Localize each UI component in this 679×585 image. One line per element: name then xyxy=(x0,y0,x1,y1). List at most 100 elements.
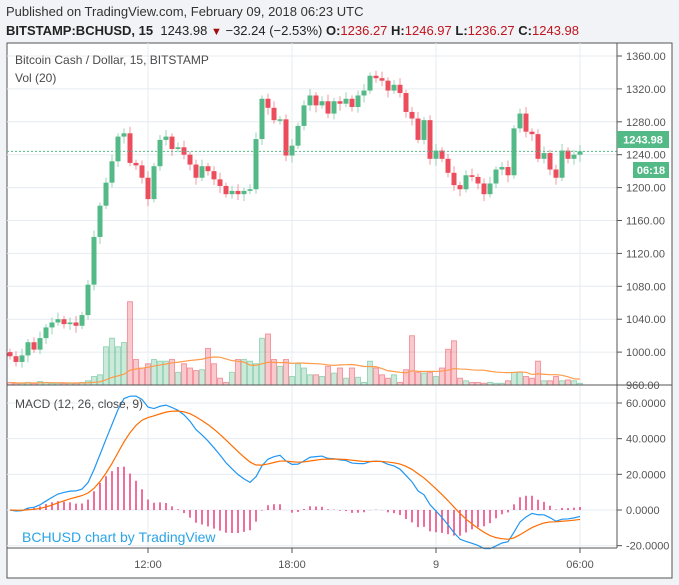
candle-body xyxy=(541,153,547,159)
time-tick-label: 12:00 xyxy=(134,559,162,571)
volume-bar xyxy=(571,380,577,386)
signal-line xyxy=(9,410,581,540)
candle-body xyxy=(349,98,355,107)
time-tick-label: 9 xyxy=(433,559,439,571)
volume-bar xyxy=(385,377,391,386)
macd-tick-label: 0.0000 xyxy=(626,505,660,517)
volume-bar xyxy=(187,367,193,386)
candle-body xyxy=(163,136,169,140)
volume-bar xyxy=(337,367,343,386)
candle-body xyxy=(379,78,385,81)
candle-body xyxy=(61,319,67,325)
symbol-bar: BITSTAMP:BCHUSD, 15 1243.98 ▼ −32.24 (−2… xyxy=(6,23,579,38)
candle-body xyxy=(109,161,115,183)
candles xyxy=(7,70,617,368)
volume-bar xyxy=(133,359,139,386)
candle-body xyxy=(145,177,151,200)
candle-body xyxy=(571,154,577,159)
symbol-name: BITSTAMP:BCHUSD, 15 xyxy=(6,23,154,38)
candle-body xyxy=(487,183,493,195)
candle-body xyxy=(505,167,511,176)
volume-bar xyxy=(535,360,541,386)
close-label: C: xyxy=(518,23,533,38)
grid xyxy=(7,43,617,548)
volume-bar xyxy=(115,346,121,386)
candle-body xyxy=(415,118,421,140)
chart-title: Bitcoin Cash / Dollar, 15, BITSTAMP xyxy=(15,53,209,67)
candle-body xyxy=(193,164,199,178)
open-label: O: xyxy=(325,23,341,38)
candle-body xyxy=(481,183,487,195)
candle-body xyxy=(25,342,31,356)
candle-body xyxy=(367,75,373,91)
volume-bar xyxy=(391,374,397,386)
volume-bar xyxy=(427,371,433,386)
candle-body xyxy=(331,101,337,114)
macd-tick-label: 60.0000 xyxy=(626,398,666,410)
candle-body xyxy=(175,147,181,149)
candle-body xyxy=(535,134,541,159)
open-value: 1236.27 xyxy=(340,23,388,38)
price-tick-label: 1320.00 xyxy=(626,84,666,96)
volume-bar xyxy=(523,376,529,386)
volume-bar xyxy=(529,377,535,386)
low-value: 1236.27 xyxy=(467,23,515,38)
candle-body xyxy=(427,120,433,159)
volume-bar xyxy=(415,371,421,386)
candle-body xyxy=(397,84,403,94)
volume-bar xyxy=(193,370,199,386)
candle-body xyxy=(139,165,145,178)
candle-body xyxy=(265,98,271,108)
volume-bar xyxy=(307,374,313,386)
price-tick-label: 960.00 xyxy=(626,380,660,392)
candle-body xyxy=(445,158,451,173)
candle-body xyxy=(355,95,361,107)
last-price: 1243.98 xyxy=(160,23,208,38)
triangle-down-icon: ▼ xyxy=(210,26,222,38)
candle-body xyxy=(247,189,253,191)
candle-body xyxy=(283,119,289,156)
volume-bar xyxy=(451,340,457,386)
volume-bar xyxy=(445,348,451,386)
candle-body xyxy=(121,133,127,137)
price-tick-label: 1200.00 xyxy=(626,183,666,195)
volume-bar xyxy=(547,380,553,386)
candle-body xyxy=(133,162,139,166)
candle-body xyxy=(553,169,559,178)
candle-body xyxy=(49,322,55,328)
candle-body xyxy=(343,98,349,104)
volume-bar xyxy=(295,363,301,386)
candle-body xyxy=(37,338,43,350)
candle-body xyxy=(421,120,427,140)
price-tick-label: 1280.00 xyxy=(626,117,666,129)
candle-body xyxy=(517,113,523,129)
candle-body xyxy=(187,154,193,165)
candle-body xyxy=(67,322,73,325)
volume-bar xyxy=(565,379,571,386)
candle-body xyxy=(523,113,529,132)
volume-bar xyxy=(553,376,559,386)
candle-body xyxy=(97,205,103,237)
countdown-tag xyxy=(633,162,669,178)
volume-bar xyxy=(229,371,235,386)
volume-bar xyxy=(97,374,103,386)
volume-bar xyxy=(517,371,523,386)
volume-bar xyxy=(271,359,277,386)
candle-body xyxy=(457,185,463,190)
candle-body xyxy=(73,322,79,326)
candle-body xyxy=(103,182,109,206)
candle-body xyxy=(337,101,343,104)
candle-body xyxy=(319,101,325,106)
published-caption: Published on TradingView.com, February 0… xyxy=(6,4,364,19)
volume-bar xyxy=(541,380,547,386)
last-price-tag-text: 1243.98 xyxy=(623,135,663,147)
price-tick-label: 1360.00 xyxy=(626,51,666,63)
candle-body xyxy=(127,133,133,163)
candle-body xyxy=(151,166,157,200)
candle-body xyxy=(313,95,319,106)
volume-bar xyxy=(433,376,439,386)
candle-body xyxy=(229,190,235,195)
candle-body xyxy=(403,93,409,112)
volume-bar xyxy=(91,376,97,386)
